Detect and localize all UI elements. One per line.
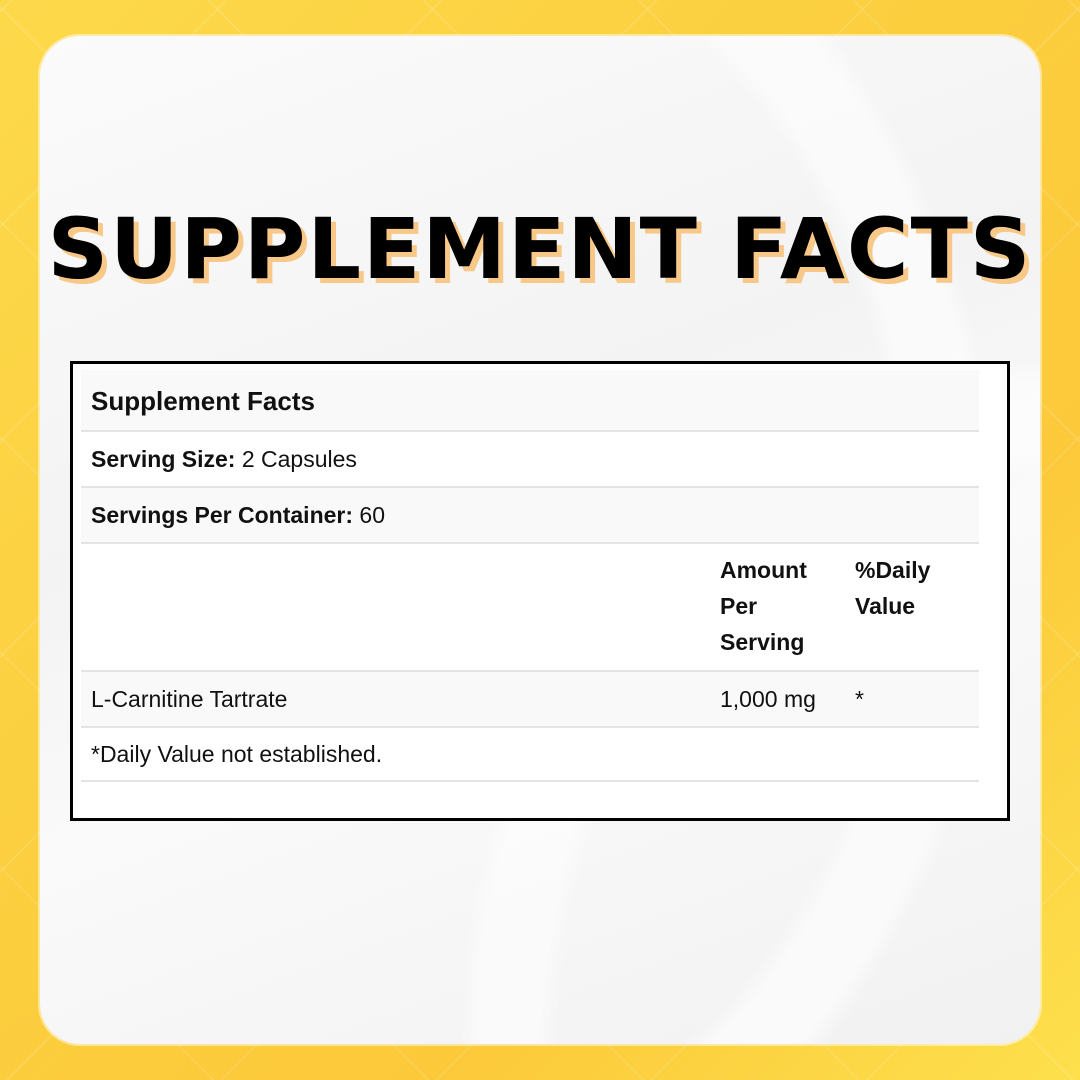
serving-size-value: 2 Capsules	[241, 446, 357, 472]
servings-per-container-value: 60	[359, 502, 386, 528]
header-line: Per	[720, 593, 758, 619]
servings-per-container-label: Servings Per Container:	[91, 502, 354, 528]
daily-value-header: %Daily Value	[855, 552, 930, 624]
serving-size-row: Serving Size: 2 Capsules	[81, 432, 979, 488]
ingredient-amount: 1,000 mg	[720, 686, 816, 712]
ingredient-daily-value: *	[855, 686, 864, 712]
serving-size-label: Serving Size:	[91, 446, 236, 472]
page-title: SUPPLEMENT FACTS	[47, 200, 1033, 298]
header-line: Serving	[720, 629, 805, 655]
ingredient-name: L-Carnitine Tartrate	[91, 686, 288, 712]
table-title-row: Supplement Facts	[81, 370, 979, 432]
column-header-row: Amount Per Serving %Daily Value	[81, 544, 979, 672]
table-row: L-Carnitine Tartrate 1,000 mg *	[81, 672, 979, 728]
amount-per-serving-header: Amount Per Serving	[720, 552, 807, 660]
footnote: *Daily Value not established.	[91, 741, 383, 767]
header-line: Amount	[720, 557, 807, 583]
supplement-facts-table: Supplement Facts Serving Size: 2 Capsule…	[70, 361, 1010, 821]
servings-per-container-row: Servings Per Container: 60	[81, 488, 979, 544]
footnote-row: *Daily Value not established.	[81, 728, 979, 782]
table-title: Supplement Facts	[91, 386, 315, 416]
header-line: Value	[855, 593, 916, 619]
header-line: %Daily	[855, 557, 931, 583]
